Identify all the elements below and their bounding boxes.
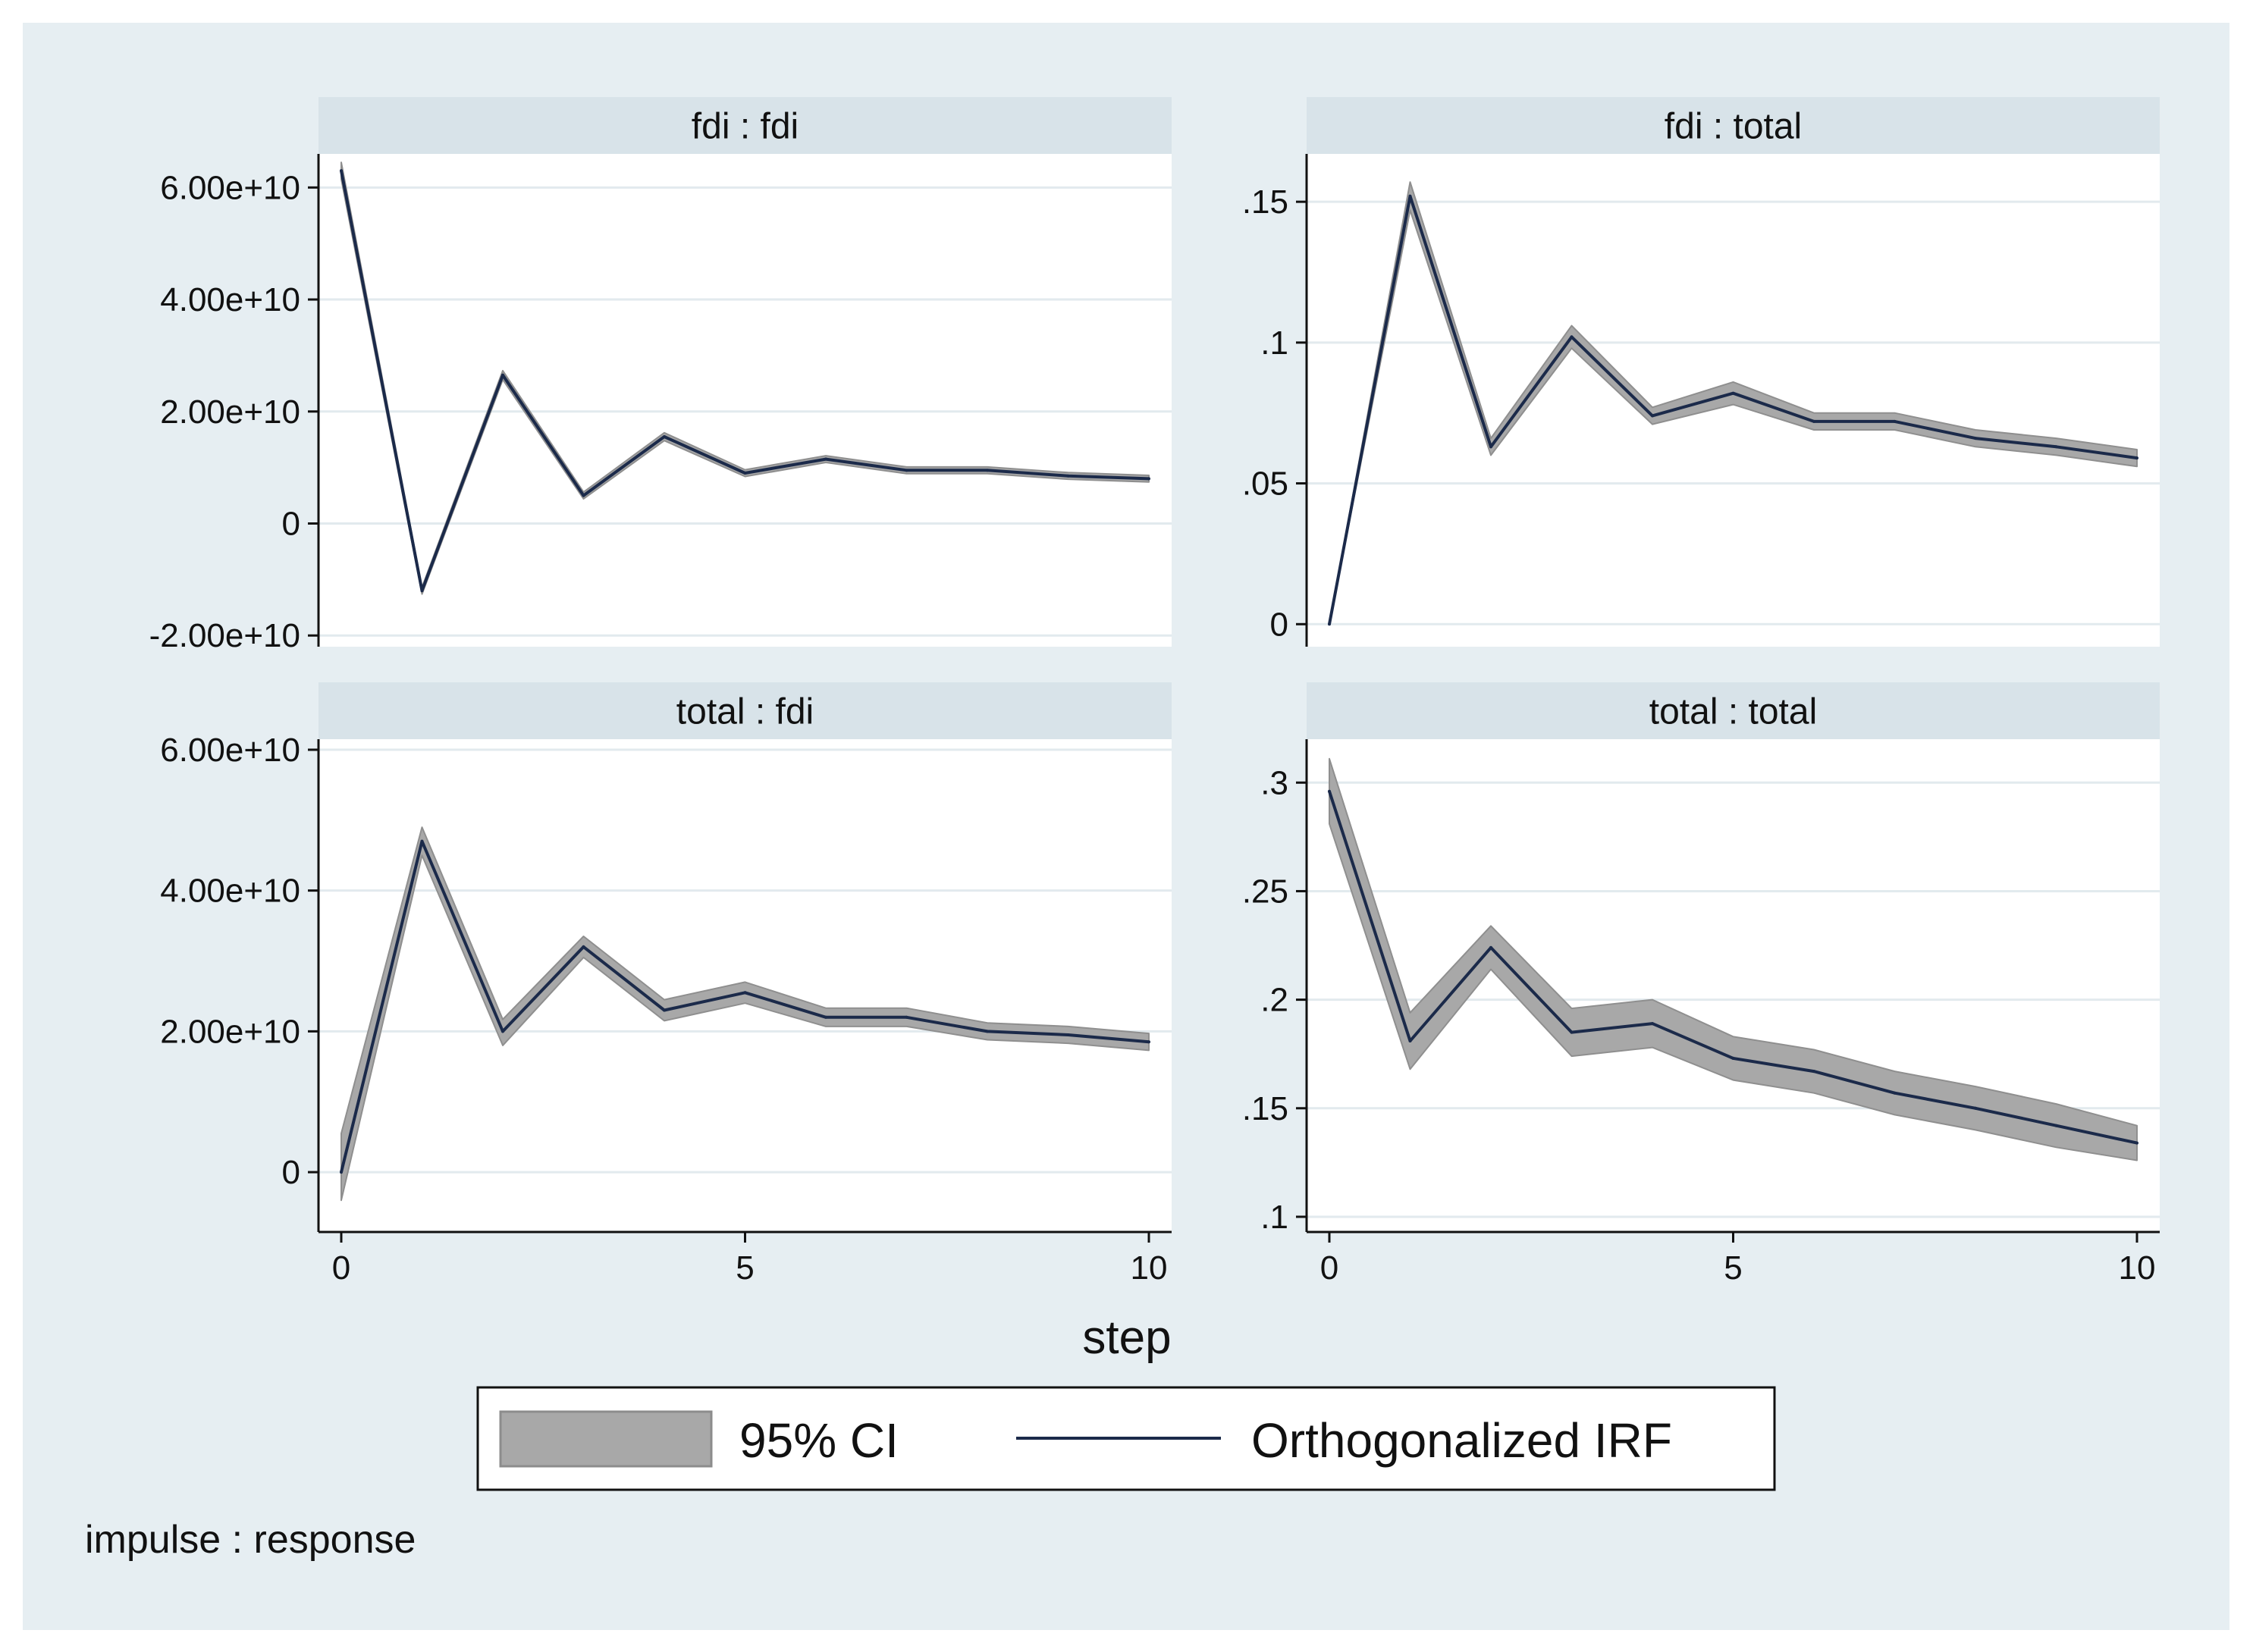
panel-4: total : total .3 .25 .2 .15 .1 0 5 10: [1242, 682, 2160, 1287]
irf-point: [582, 494, 585, 497]
irf-point: [986, 469, 989, 472]
x-axis-title: step: [1082, 1312, 1171, 1364]
panel-2: fdi : total .15 .1 .05 0: [1242, 97, 2160, 647]
irf-point: [743, 472, 747, 475]
irf-point: [824, 457, 827, 461]
x-tick-label: 10: [2119, 1249, 2156, 1287]
irf-point: [905, 469, 908, 472]
irf-point: [1328, 789, 1331, 793]
x-tick-label: 0: [1320, 1249, 1338, 1287]
legend: 95% CI Orthogonalized IRF: [476, 1386, 1776, 1491]
irf-point: [663, 1008, 666, 1012]
irf-point: [1408, 1039, 1412, 1043]
irf-point: [2135, 456, 2138, 460]
irf-point: [663, 435, 666, 439]
y-tick-label: .1: [1260, 324, 1288, 362]
legend-ci-label: 95% CI: [739, 1413, 899, 1468]
irf-point: [1974, 437, 1977, 440]
y-tick-label: -2.00e+10: [149, 617, 300, 654]
irf-point: [340, 1171, 343, 1174]
panel-1: fdi : fdi 6.00e+10 4.00e+10 2.00e+10 0 -2.00e…: [149, 97, 1172, 654]
y-tick-label: 0: [1270, 606, 1288, 643]
irf-point: [2054, 1124, 2058, 1127]
irf-point: [2135, 1141, 2138, 1145]
panel-header: [1307, 682, 2160, 739]
irf-point: [1489, 445, 1492, 449]
plot-area: [318, 154, 1172, 647]
panel-title: total : total: [1649, 692, 1817, 732]
irf-point: [1651, 414, 1654, 418]
irf-point: [582, 945, 585, 948]
irf-point: [1731, 1056, 1735, 1060]
panel-header: [1307, 97, 2160, 154]
irf-point: [1974, 1106, 1977, 1110]
y-tick-label: .15: [1242, 183, 1288, 221]
ci-band: [340, 826, 1150, 1202]
irf-point: [1147, 1040, 1150, 1044]
y-tick-label: 2.00e+10: [160, 393, 300, 431]
panel-header: [318, 97, 1172, 154]
legend-ci-swatch: [499, 1410, 713, 1468]
irf-point: [340, 169, 343, 173]
irf-point: [420, 589, 424, 593]
irf-point: [1408, 194, 1412, 198]
irf-point: [2054, 445, 2058, 449]
x-tick-label: 5: [1724, 1249, 1742, 1287]
irf-point: [905, 1015, 908, 1019]
irf-point: [1570, 335, 1574, 339]
impulse-response-note: impulse : response: [85, 1518, 416, 1562]
x-tick-label: 0: [332, 1249, 350, 1287]
irf-point: [986, 1030, 989, 1033]
panel-title: total : fdi: [676, 692, 814, 732]
irf-point: [1731, 391, 1735, 395]
irf-point: [1066, 1033, 1070, 1036]
y-tick-label: .15: [1242, 1090, 1288, 1127]
y-tick-label: 0: [282, 506, 300, 543]
irf-point: [501, 1030, 504, 1033]
y-tick-label: .25: [1242, 873, 1288, 910]
irf-point: [1651, 1022, 1654, 1026]
irf-point: [1893, 419, 1897, 423]
y-tick-label: 0: [282, 1154, 300, 1191]
irf-point: [1570, 1030, 1574, 1034]
panel-3: total : fdi 6.00e+10 4.00e+10 2.00e+10 0 0 5 10: [160, 682, 1172, 1287]
x-tick-label: 10: [1131, 1249, 1168, 1287]
y-tick-label: 2.00e+10: [160, 1013, 300, 1050]
irf-point: [420, 839, 424, 843]
irf-point: [1893, 1091, 1897, 1095]
panel-title: fdi : total: [1665, 107, 1802, 147]
y-tick-label: 6.00e+10: [160, 169, 300, 206]
y-tick-label: .3: [1260, 764, 1288, 801]
irf-point: [1147, 477, 1150, 481]
y-tick-label: 6.00e+10: [160, 732, 300, 769]
panel-title: fdi : fdi: [692, 107, 799, 147]
panels-group: fdi : fdi 6.00e+10 4.00e+10 2.00e+10 0 -2.00e…: [149, 97, 2160, 1287]
y-tick-label: 4.00e+10: [160, 281, 300, 318]
y-tick-label: 4.00e+10: [160, 873, 300, 910]
panel-header: [318, 682, 1172, 739]
ci-band: [1329, 757, 2138, 1161]
irf-point: [824, 1015, 827, 1019]
irf-point: [501, 373, 504, 377]
irf-point: [1812, 1070, 1815, 1074]
x-tick-label: 5: [736, 1249, 754, 1287]
legend-irf-label: Orthogonalized IRF: [1251, 1413, 1672, 1468]
y-tick-label: .2: [1260, 982, 1288, 1019]
irf-point: [1066, 474, 1070, 478]
irf-point: [1328, 622, 1331, 626]
irf-point: [743, 991, 747, 995]
irf-point: [1812, 419, 1815, 423]
y-tick-label: .1: [1260, 1199, 1288, 1236]
y-tick-label: .05: [1242, 466, 1288, 503]
irf-point: [1489, 945, 1492, 949]
